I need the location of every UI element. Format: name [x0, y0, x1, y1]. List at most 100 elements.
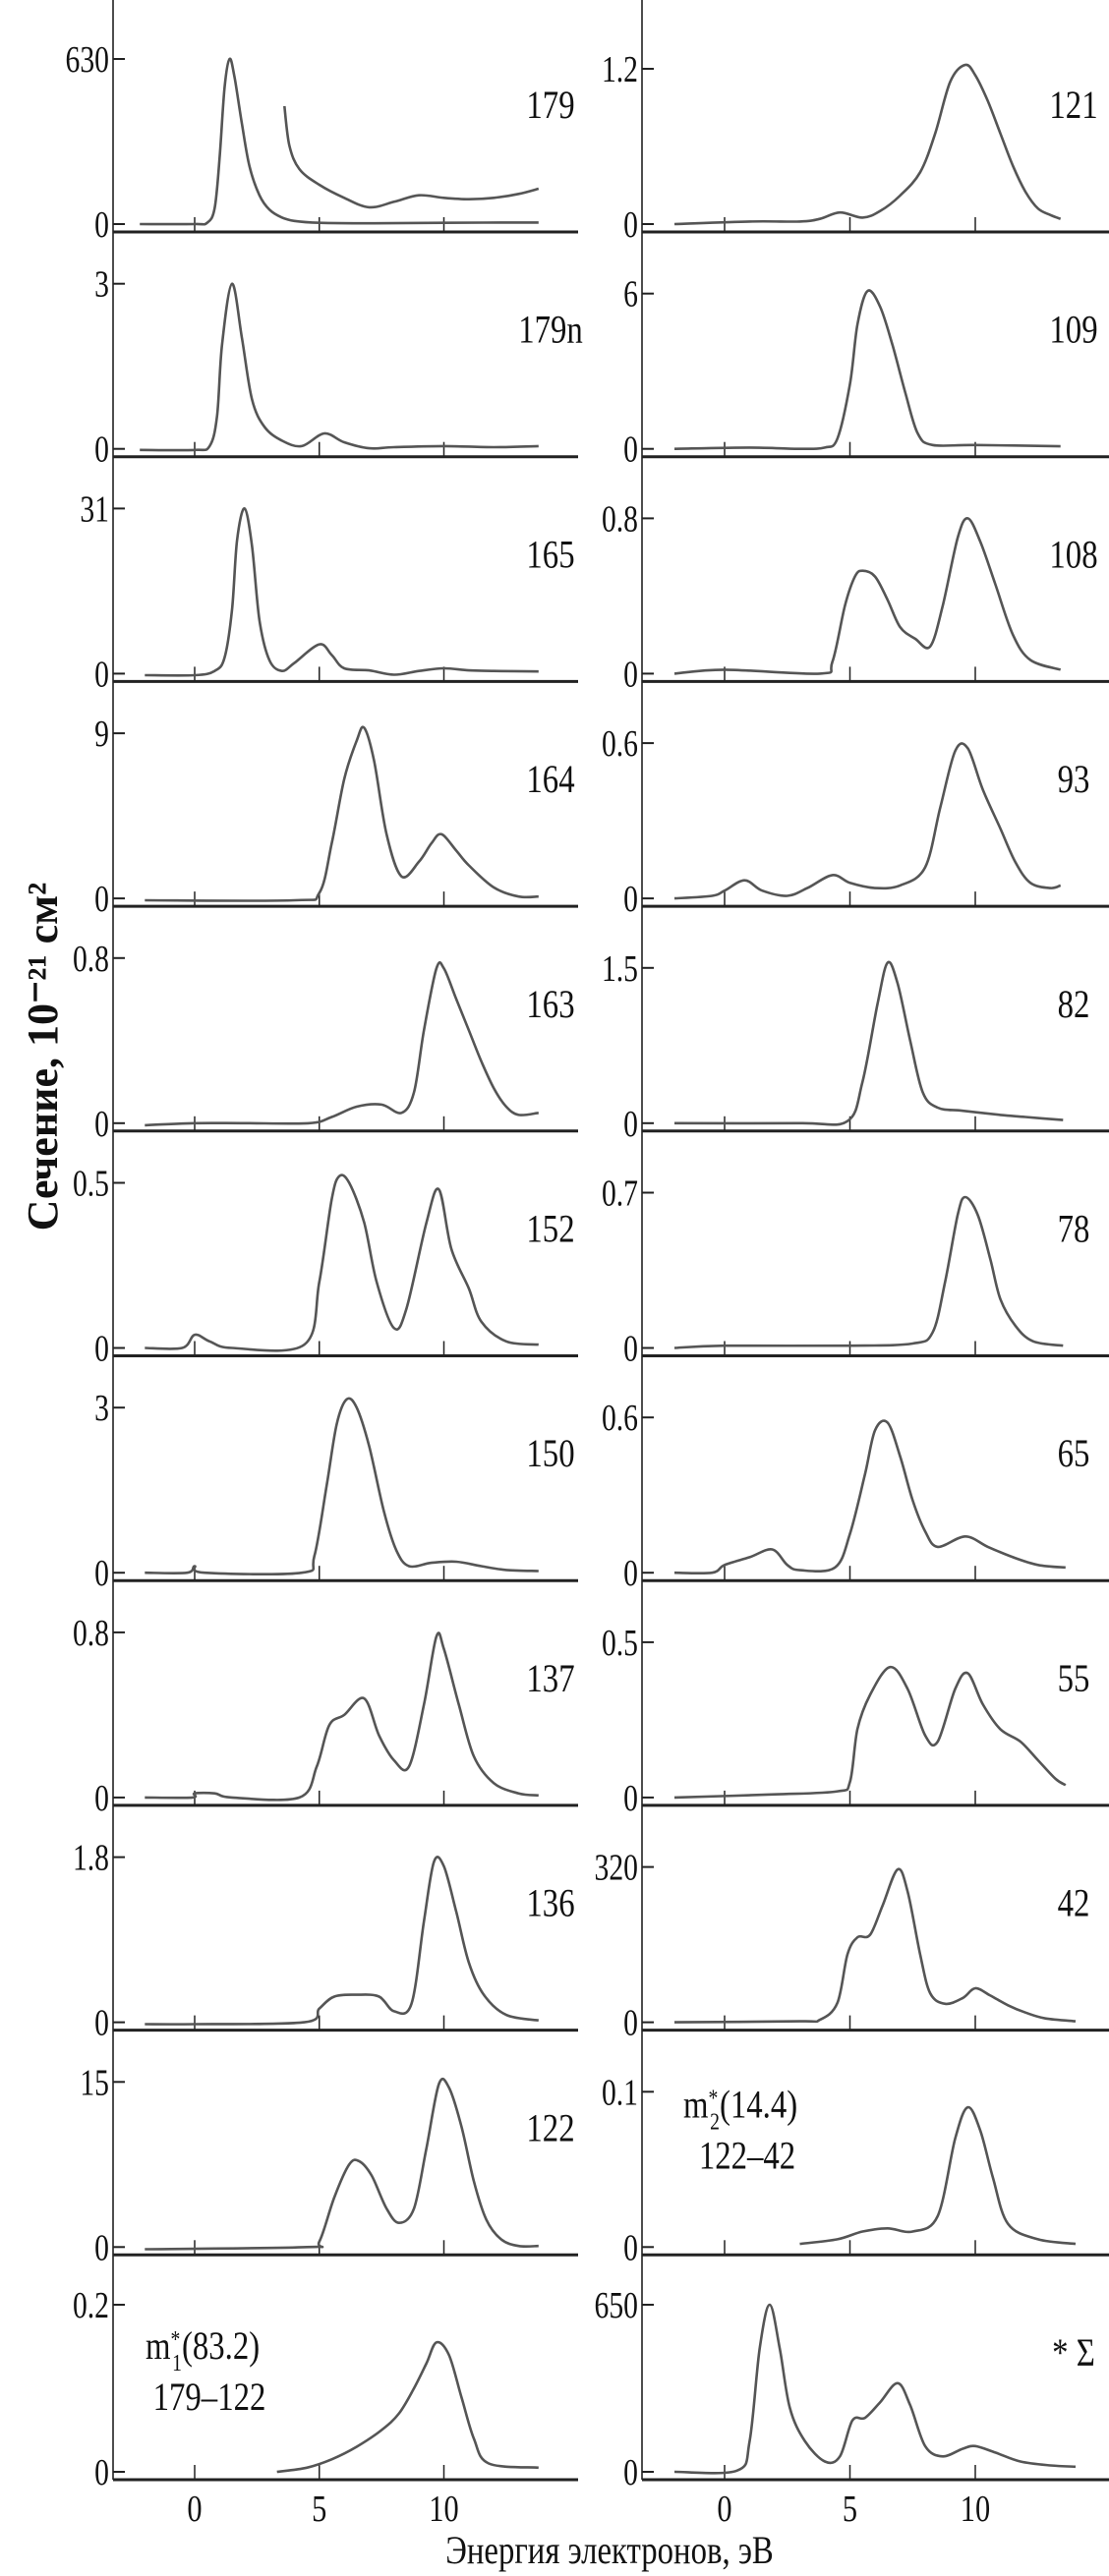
metastable-label-rest: (14.4)	[720, 2082, 797, 2126]
panel-left-1: 0 630 179	[66, 40, 578, 246]
y-tick-label: 0	[623, 1104, 638, 1144]
metastable-transition-label: 122–42	[699, 2133, 795, 2177]
y-tick-label: 1.5	[602, 948, 638, 989]
y-tick-label: 0	[94, 1779, 109, 1819]
metastable-label-sub: 2	[710, 2107, 720, 2134]
panel-label: 121	[1049, 83, 1097, 127]
y-tick-label: 6	[623, 274, 638, 315]
y-tick-label: 0.8	[73, 939, 109, 979]
x-tick-label: 10	[961, 2489, 990, 2530]
panel-label: 179	[526, 83, 574, 127]
y-tick-label: 0	[623, 880, 638, 920]
y-tick-label: 0.6	[602, 1399, 638, 1439]
panel-label: 136	[526, 1881, 574, 1925]
panel-right-3: 0 0.8 108	[602, 499, 1109, 695]
y-tick-label: 0	[623, 2228, 638, 2268]
y-tick-label: 0	[623, 429, 638, 470]
data-curve-1	[673, 742, 1062, 900]
y-tick-label: 0	[94, 2453, 109, 2493]
y-tick-label: 0	[623, 1329, 638, 1369]
data-curve-1	[673, 2303, 1077, 2475]
panel-left-10: 0 15 122	[80, 2063, 578, 2268]
y-tick-label: 0	[623, 2003, 638, 2043]
data-curve-1	[673, 1419, 1066, 1575]
x-tick-label: 10	[429, 2489, 458, 2530]
panel-right-4: 0 0.6 93	[602, 724, 1109, 920]
y-tick-label: 0.7	[602, 1174, 638, 1214]
panel-right-6: 0 0.7 78	[602, 1174, 1109, 1369]
x-tick-label: 0	[717, 2489, 731, 2530]
y-tick-label: 0	[94, 205, 109, 246]
x-tick-label: 5	[843, 2489, 857, 2530]
data-curve-1	[673, 960, 1064, 1126]
data-curve-1	[673, 1665, 1067, 1800]
panel-label: 163	[526, 982, 574, 1026]
data-curve-1	[140, 57, 539, 226]
y-tick-label: 0.5	[602, 1624, 638, 1664]
y-tick-label: 0.6	[602, 724, 638, 765]
y-tick-label: 0.8	[602, 499, 638, 540]
y-tick-label: 630	[66, 40, 109, 81]
y-tick-label: 0.2	[73, 2286, 109, 2326]
data-curve-1	[673, 517, 1062, 675]
panel-right-1: 0 1.2 121	[602, 50, 1109, 246]
y-tick-label: 31	[80, 489, 109, 530]
y-tick-label: 0.5	[73, 1164, 109, 1204]
panel-label: 108	[1049, 532, 1097, 576]
y-tick-label: 0	[623, 1554, 638, 1594]
y-tick-label: 1.8	[73, 1838, 109, 1878]
panel-left-6: 0 0.5 152	[73, 1164, 578, 1369]
y-tick-label: 0.1	[602, 2073, 638, 2113]
panel-label: * Σ	[1052, 2330, 1095, 2375]
data-curve-1	[145, 1174, 539, 1352]
panel-grid: 0 5 10 0 5 10063017903179n0311650916400.81630…	[66, 0, 1109, 2530]
y-tick-label: 3	[94, 1389, 109, 1429]
metastable-label: m* 1(83.2)	[146, 2323, 260, 2376]
panel-label: 152	[526, 1206, 574, 1250]
data-curve-1	[140, 282, 539, 452]
data-curve-1	[673, 1195, 1064, 1349]
panel-label: 164	[526, 757, 574, 801]
y-tick-label: 0	[94, 2228, 109, 2268]
panel-left-8: 0 0.8 137	[73, 1614, 578, 1819]
data-curve-2	[283, 105, 540, 209]
data-curve-1	[276, 2340, 539, 2474]
y-tick-label: 0	[94, 880, 109, 920]
panel-left-3: 0 31 165	[80, 489, 578, 695]
metastable-label: m* 2(14.4)	[683, 2082, 797, 2135]
data-curve-1	[145, 507, 539, 677]
metastable-transition-label: 179–122	[153, 2375, 266, 2419]
panel-right-5: 0 1.5 82	[602, 948, 1109, 1145]
panel-label: 93	[1058, 757, 1090, 801]
y-tick-label: 1.2	[602, 50, 638, 90]
panel-label: 82	[1058, 982, 1090, 1026]
y-tick-label: 0	[623, 205, 638, 246]
data-curve-1	[145, 1397, 539, 1576]
y-tick-label: 0.8	[73, 1614, 109, 1654]
y-axis-label: Сечение, 10⁻²¹ см²	[19, 883, 67, 1231]
metastable-label-base: m	[146, 2323, 171, 2368]
data-curve-1	[673, 63, 1062, 226]
data-curve-1	[145, 1856, 540, 2026]
metastable-label-base: m	[683, 2082, 709, 2126]
panel-right-9: 0 320 42	[595, 1848, 1109, 2044]
y-tick-label: 3	[94, 264, 109, 305]
x-tick-label: 5	[312, 2489, 326, 2530]
data-curve-1	[799, 2105, 1077, 2246]
data-curve-1	[145, 960, 539, 1127]
y-tick-label: 0	[94, 655, 109, 695]
panel-right-2: 0 6 109	[623, 274, 1109, 471]
panel-label: 122	[526, 2105, 574, 2149]
x-tick-label: 0	[187, 2489, 202, 2530]
y-tick-label: 0	[623, 655, 638, 695]
y-tick-label: 0	[623, 2453, 638, 2493]
y-tick-label: 650	[595, 2286, 638, 2326]
data-curve-1	[145, 725, 539, 902]
y-tick-label: 320	[595, 1848, 638, 1888]
panel-label: 42	[1058, 1881, 1090, 1925]
y-tick-label: 9	[94, 715, 109, 755]
panel-right-10: 0 0.1 m* 2(14.4)122–42	[602, 2073, 1109, 2268]
panel-left-9: 0 1.8 136	[73, 1838, 578, 2044]
panel-label: 109	[1049, 308, 1097, 352]
